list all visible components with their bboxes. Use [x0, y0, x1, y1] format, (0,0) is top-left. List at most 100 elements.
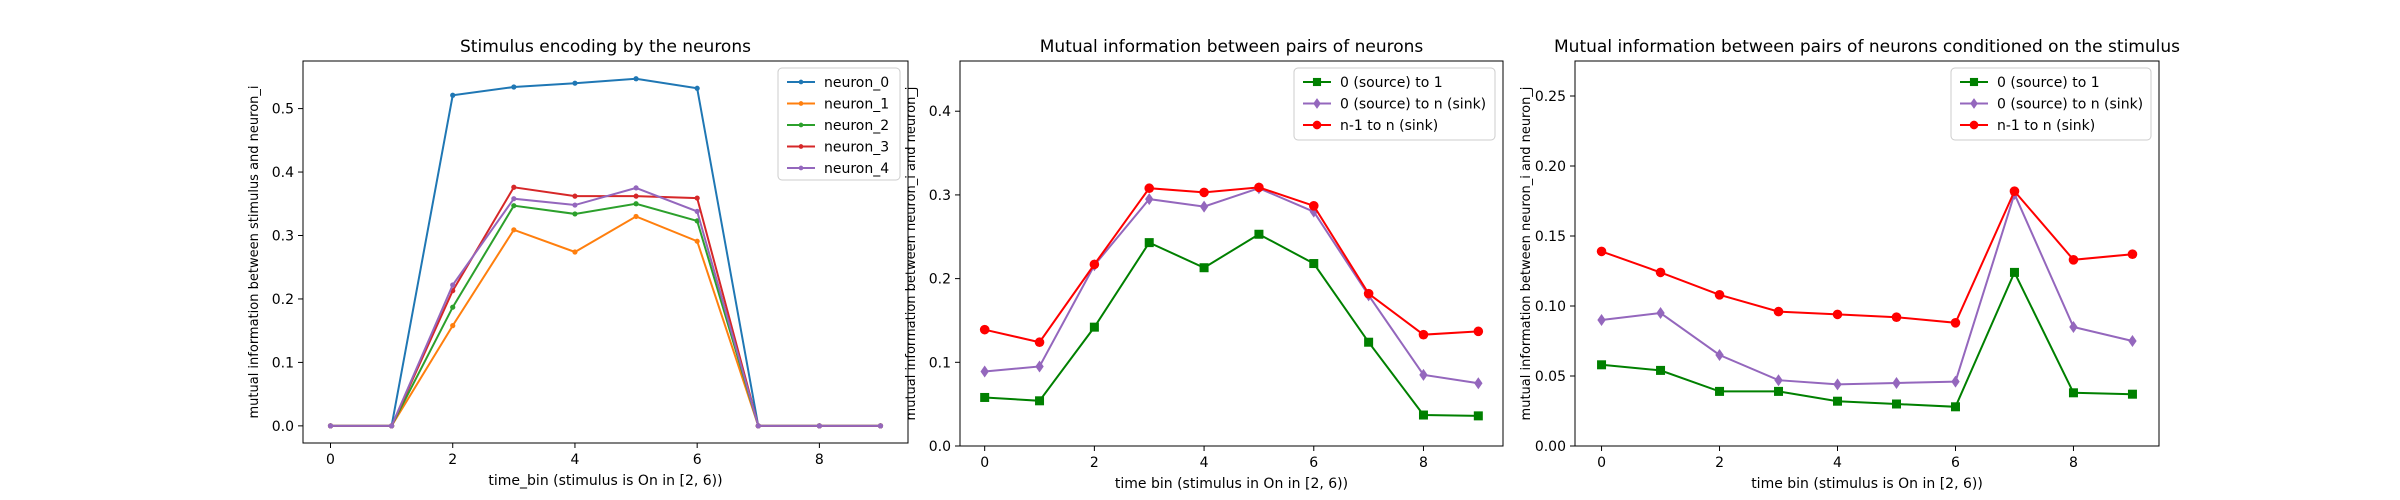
- data-point: [1145, 193, 1154, 206]
- y-axis-label: mutual information between neuron_i and …: [1519, 87, 1534, 421]
- data-point: [1199, 200, 1209, 213]
- data-point: [755, 423, 761, 429]
- plot-frame: [1574, 60, 2160, 447]
- legend: 0 (source) to 1 0 (source) to n (sink) n-1…: [1293, 67, 1496, 141]
- data-point: [1715, 386, 1725, 396]
- data-point: [389, 423, 395, 429]
- data-point: [2009, 267, 2019, 277]
- data-point: [694, 195, 700, 201]
- y-tick-label: 0.00: [1535, 439, 1566, 455]
- legend-marker: [1312, 77, 1322, 87]
- data-point: [511, 184, 517, 190]
- data-point: [1418, 329, 1429, 340]
- x-axis-label: time_bin (stimulus is On in [2, 6)): [488, 473, 722, 489]
- y-tick-label: 0.3: [929, 188, 951, 204]
- legend-label: 0 (source) to 1: [1997, 75, 2100, 91]
- plot-frame: [302, 60, 909, 444]
- data-point: [1774, 386, 1784, 396]
- legend-label: neuron_1: [824, 97, 889, 113]
- x-tick-label: 4: [570, 452, 579, 468]
- legend-marker: [798, 144, 804, 149]
- data-point: [1892, 377, 1901, 389]
- data-point: [2128, 335, 2137, 347]
- data-point: [511, 84, 517, 90]
- data-point: [694, 208, 700, 214]
- data-point: [2127, 389, 2137, 399]
- data-point: [1951, 375, 1960, 388]
- legend-label: neuron_4: [824, 161, 889, 177]
- x-tick-label: 0: [980, 455, 989, 471]
- data-point: [1473, 411, 1483, 421]
- legend-box: [1950, 67, 2152, 141]
- legend-marker: [1313, 98, 1321, 109]
- data-point: [694, 218, 700, 224]
- legend-marker: [1969, 77, 1979, 87]
- y-tick-label: 0.1: [272, 355, 294, 371]
- legend-label: 0 (source) to n (sink): [1340, 97, 1486, 113]
- x-tick-label: 2: [1715, 455, 1724, 471]
- data-point: [1773, 306, 1784, 317]
- x-tick-label: 0: [1597, 455, 1606, 471]
- series-line-4: [330, 186, 881, 427]
- y-axis-label: mutual information between neuron_i and …: [904, 87, 919, 421]
- legend-marker: [1970, 98, 1978, 109]
- data-point: [1833, 378, 1842, 391]
- data-point: [1950, 318, 1961, 328]
- chart-panel-1: Mutual information between pairs of neur…: [904, 37, 1504, 492]
- data-point: [1774, 374, 1783, 387]
- data-point: [1364, 337, 1374, 347]
- y-tick-label: 0.05: [1535, 369, 1566, 385]
- data-point: [450, 282, 456, 288]
- data-point: [2009, 186, 2020, 196]
- series-line-0: [1601, 270, 2133, 408]
- data-point: [1144, 183, 1155, 194]
- x-tick-label: 6: [1309, 455, 1318, 471]
- x-tick-label: 4: [1200, 455, 1209, 471]
- data-point: [572, 211, 578, 217]
- data-point: [1254, 182, 1264, 193]
- data-point: [694, 238, 700, 244]
- x-tick-label: 6: [693, 452, 702, 468]
- chart-panel-2: Mutual information between pairs of neur…: [1519, 37, 2180, 492]
- y-tick-label: 0.2: [929, 272, 951, 288]
- data-point: [980, 392, 990, 402]
- legend-marker: [798, 122, 804, 128]
- data-point: [1656, 307, 1665, 319]
- y-tick-label: 0.3: [272, 229, 294, 245]
- data-point: [1832, 309, 1843, 320]
- data-point: [1596, 246, 1607, 257]
- data-point: [1656, 365, 1666, 375]
- series-line-2: [984, 186, 1479, 344]
- y-tick-label: 0.1: [929, 355, 951, 371]
- series-line-1: [984, 187, 1479, 385]
- data-point: [877, 423, 884, 429]
- series-line-1: [330, 215, 881, 427]
- data-point: [1891, 312, 1902, 323]
- data-point: [1473, 326, 1484, 337]
- data-point: [1034, 337, 1045, 348]
- y-tick-label: 0.5: [272, 102, 294, 118]
- y-tick-label: 0.0: [272, 419, 294, 435]
- series-line-0: [984, 233, 1479, 417]
- data-point: [1035, 396, 1045, 406]
- chart-title: Mutual information between pairs of neur…: [1554, 37, 2180, 57]
- data-point: [980, 365, 989, 378]
- data-point: [511, 203, 517, 209]
- y-tick-label: 0.25: [1535, 89, 1566, 105]
- y-tick-label: 0.4: [929, 104, 951, 120]
- x-tick-label: 6: [1951, 455, 1960, 471]
- data-point: [2069, 321, 2078, 333]
- data-point: [1199, 263, 1209, 273]
- legend-box: [777, 67, 901, 181]
- data-point: [572, 80, 578, 86]
- x-tick-label: 2: [448, 452, 457, 468]
- data-point: [1089, 259, 1100, 270]
- y-tick-label: 0.15: [1535, 229, 1566, 245]
- data-point: [633, 185, 639, 191]
- data-point: [633, 201, 639, 207]
- data-point: [1714, 290, 1725, 300]
- data-point: [1418, 410, 1428, 420]
- legend: neuron_0 neuron_1 neuron_2 neuron_3 neuron_4: [777, 67, 901, 181]
- data-point: [572, 202, 578, 208]
